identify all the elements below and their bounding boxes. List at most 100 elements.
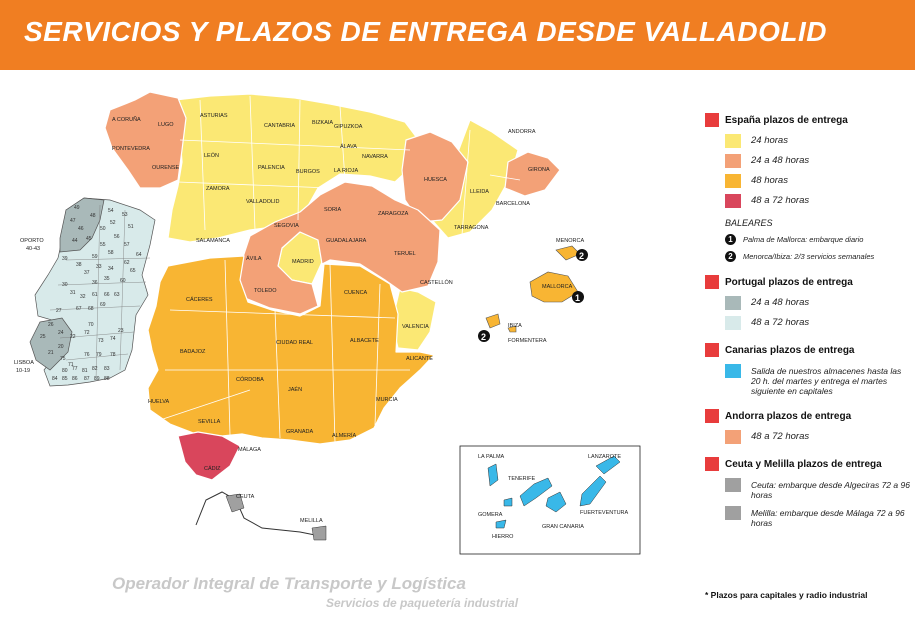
pt-code: 75	[60, 356, 66, 362]
label-lleida: LLEIDA	[470, 189, 489, 195]
pt-code: 88	[104, 376, 110, 382]
baleares-text: Menorca/Ibiza: 2/3 servicios semanales	[743, 252, 875, 261]
pt-code: 50	[100, 226, 106, 232]
legend-canarias: Canarias plazos de entrega Salida de nue…	[705, 342, 910, 396]
label-gipuzkoa: GIPUZKOA	[334, 124, 363, 130]
label-asturias: ASTURIAS	[200, 113, 228, 119]
label-cordoba: CÓRDOBA	[236, 376, 264, 383]
swatch-melilla	[725, 506, 741, 520]
legend-spain: España plazos de entrega 24 horas 24 a 4…	[705, 112, 910, 262]
legend-text: 48 a 72 horas	[751, 431, 810, 442]
legend-item-pt-24-48h: 24 a 48 horas	[725, 296, 910, 310]
label-teruel: TERUEL	[394, 251, 416, 257]
pt-code: 89	[94, 376, 100, 382]
label-la-rioja: LA RIOJA	[334, 168, 358, 174]
pt-code: 26	[48, 322, 54, 328]
label-cantabria: CANTABRIA	[264, 123, 295, 129]
pt-code: 59	[92, 254, 98, 260]
pt-code: 78	[110, 352, 116, 358]
label-valladolid: VALLADOLID	[246, 199, 280, 205]
legend-panel: España plazos de entrega 24 horas 24 a 4…	[705, 112, 910, 528]
pt-code: 44	[72, 238, 78, 244]
label-granada: GRANADA	[286, 429, 314, 435]
pt-code: 21	[48, 350, 54, 356]
legend-item-48h: 48 horas	[725, 174, 910, 188]
label-a-coruna: A CORUÑA	[112, 116, 141, 123]
place-labels: A CORUÑA LUGO PONTEVEDRA OURENSE ASTURIA…	[14, 113, 629, 540]
pt-code: 62	[124, 260, 130, 266]
label-oporto-codes: 40-43	[26, 246, 40, 252]
pt-code: 23	[118, 328, 124, 334]
swatch-48h	[725, 174, 741, 188]
balearic-islands	[485, 245, 581, 333]
label-huelva: HUELVA	[148, 399, 170, 405]
ceuta-area	[225, 493, 245, 513]
pt-code: 32	[80, 294, 86, 300]
baleares-badges: 2 1 2	[478, 249, 588, 342]
pt-code: 48	[90, 213, 96, 219]
label-girona: GIRONA	[528, 167, 550, 173]
legend-canarias-title: Canarias plazos de entrega	[705, 342, 910, 358]
island-ibiza	[485, 313, 501, 329]
legend-text: Melilla: embarque desde Málaga 72 a 96 h…	[751, 508, 905, 528]
swatch-canarias	[725, 364, 741, 378]
pt-code: 36	[92, 280, 98, 286]
region-24-48h-catalonia	[504, 151, 561, 197]
region-48-72h-cadiz	[177, 431, 241, 481]
legend-ceuta-melilla-title: Ceuta y Melilla plazos de entrega	[705, 456, 910, 472]
baleares-note-1: 1 Palma de Mallorca: embarque diario	[725, 234, 910, 245]
island-lanzarote	[595, 455, 621, 475]
label-fuerteventura: FUERTEVENTURA	[580, 510, 629, 516]
label-ciudad-real: CIUDAD REAL	[276, 340, 313, 346]
label-lisboa: LISBOA	[14, 360, 34, 366]
section-marker	[705, 275, 719, 289]
pt-code: 56	[114, 234, 120, 240]
pt-code: 81	[82, 368, 88, 374]
label-palencia: PALENCIA	[258, 165, 285, 171]
pt-code: 31	[70, 290, 76, 296]
pt-code: 45	[86, 236, 92, 242]
island-gomera	[503, 497, 513, 507]
pt-code: 66	[104, 292, 110, 298]
pt-code: 35	[104, 276, 110, 282]
legend-ceuta-melilla-title-text: Ceuta y Melilla plazos de entrega	[725, 458, 882, 470]
label-mallorca: MALLORCA	[542, 284, 573, 290]
pt-code: 68	[88, 306, 94, 312]
label-malaga: MÁLAGA	[238, 446, 261, 453]
island-formentera	[507, 325, 517, 333]
badge-two-menorca: 2	[579, 251, 584, 261]
label-leon: LEÓN	[204, 152, 219, 159]
label-badajoz: BADAJOZ	[180, 349, 206, 355]
legend-item-melilla: Melilla: embarque desde Málaga 72 a 96 h…	[725, 506, 910, 528]
pt-code: 67	[76, 306, 82, 312]
pt-code: 47	[70, 218, 76, 224]
legend-text: Salida de nuestros almacenes hasta las 2…	[751, 366, 902, 396]
legend-andorra-title: Andorra plazos de entrega	[705, 408, 910, 424]
label-zaragoza: ZARAGOZA	[378, 211, 409, 217]
label-tenerife: TENERIFE	[508, 476, 536, 482]
pt-code: 20	[58, 344, 64, 350]
label-oporto: OPORTO	[20, 238, 44, 244]
label-cuenca: CUENCA	[344, 290, 368, 296]
label-madrid: MADRID	[292, 259, 314, 265]
region-24-48h-galicia	[104, 91, 187, 189]
island-fuerteventura	[579, 475, 607, 507]
section-marker	[705, 457, 719, 471]
legend-portugal: Portugal plazos de entrega 24 a 48 horas…	[705, 274, 910, 330]
region-24-48h-central	[237, 181, 441, 315]
pt-code: 76	[84, 352, 90, 358]
label-ourense: OURENSE	[152, 165, 180, 171]
section-marker	[705, 343, 719, 357]
region-24-48h-aragon	[401, 131, 469, 223]
pt-code: 58	[108, 250, 114, 256]
legend-item-andorra: 48 a 72 horas	[725, 430, 910, 444]
pt-code: 54	[108, 208, 114, 214]
legend-text: 24 a 48 horas	[751, 297, 810, 308]
pt-code: 46	[78, 226, 84, 232]
spain-regions	[104, 91, 561, 481]
label-guadalajara: GUADALAJARA	[326, 238, 367, 244]
legend-text: 24 a 48 horas	[751, 155, 810, 166]
legend-item-24h: 24 horas	[725, 134, 910, 148]
section-marker	[705, 409, 719, 423]
swatch-pt-48-72h	[725, 316, 741, 330]
